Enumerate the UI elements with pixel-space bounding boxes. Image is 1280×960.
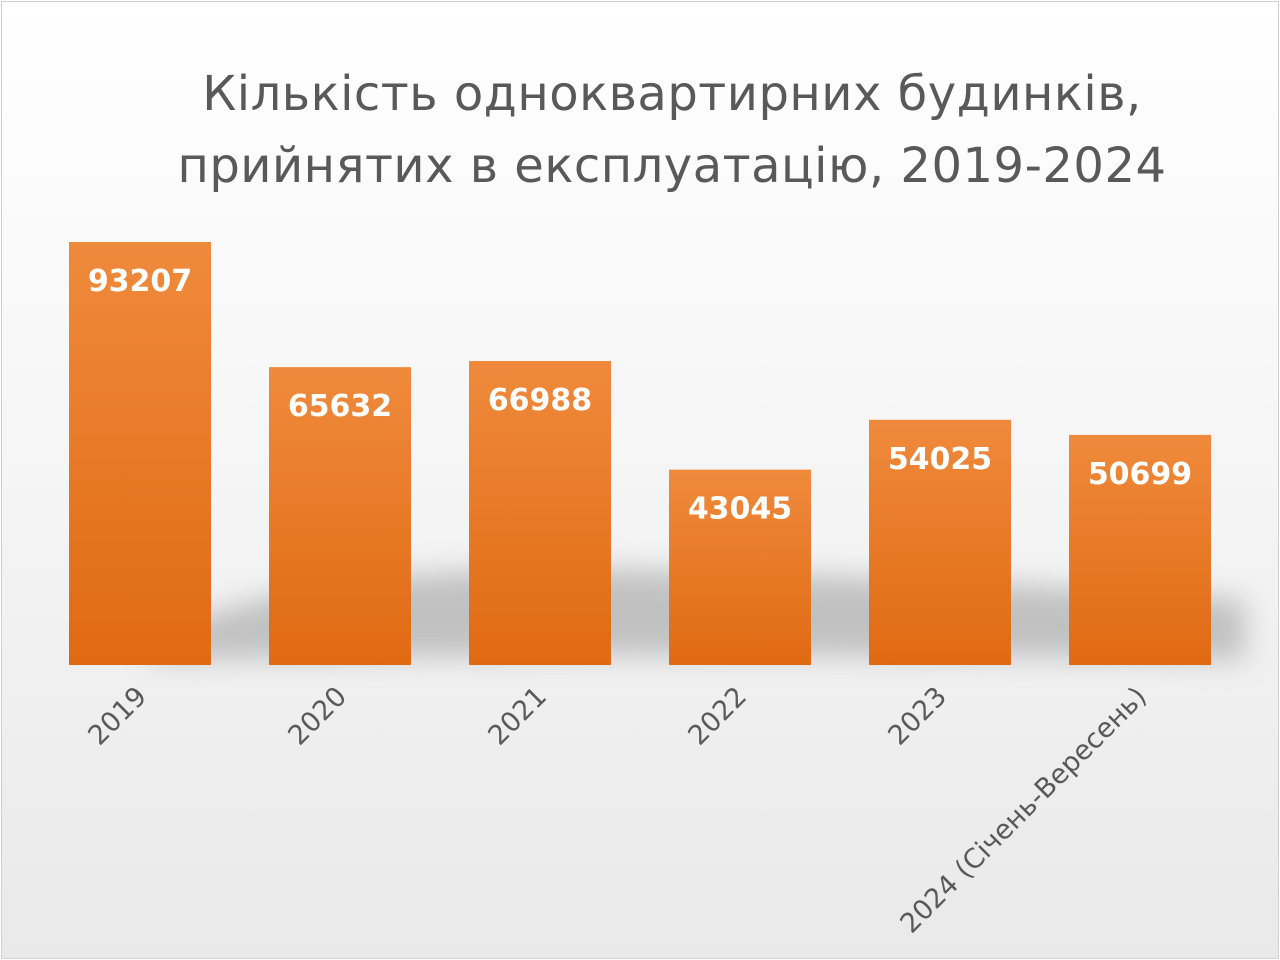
bar-0 bbox=[69, 242, 211, 665]
x-tick-label-4: 2023 bbox=[882, 681, 953, 752]
x-tick-label-1: 2020 bbox=[282, 681, 353, 752]
data-label-0: 93207 bbox=[88, 264, 192, 299]
data-label-2: 66988 bbox=[488, 383, 592, 418]
data-label-3: 43045 bbox=[688, 492, 792, 527]
data-labels-group: 93207 65632 66988 43045 54025 50699 bbox=[88, 264, 1192, 527]
data-label-4: 54025 bbox=[888, 442, 992, 477]
data-label-5: 50699 bbox=[1088, 457, 1192, 492]
x-tick-label-0: 2019 bbox=[82, 681, 153, 752]
x-tick-label-2: 2021 bbox=[482, 681, 553, 752]
bar-chart: 93207 65632 66988 43045 54025 50699 2019 2020 2… bbox=[0, 0, 1280, 960]
x-tick-label-3: 2022 bbox=[682, 681, 753, 752]
data-label-1: 65632 bbox=[288, 389, 392, 424]
